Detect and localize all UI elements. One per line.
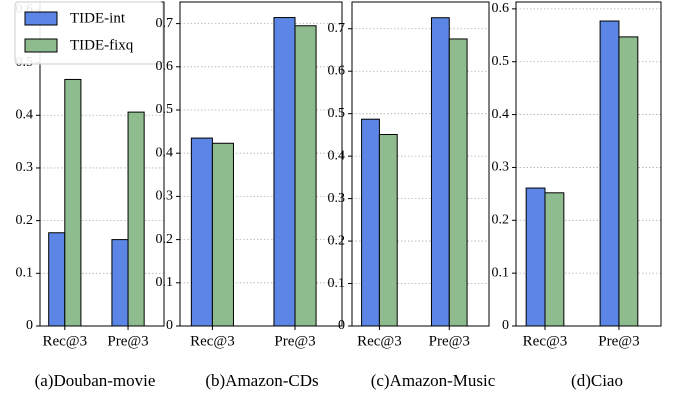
y-tick-label: 0.1 bbox=[492, 265, 510, 280]
bar bbox=[544, 192, 565, 327]
y-tick-label: 0.2 bbox=[16, 213, 34, 228]
x-tick-label: Pre@3 bbox=[429, 333, 470, 349]
panel-title: (b)Amazon-CDs bbox=[205, 371, 318, 390]
legend-swatch bbox=[24, 38, 58, 53]
bar bbox=[525, 187, 546, 327]
y-tick-label: 0.4 bbox=[492, 107, 510, 122]
y-tick-label: 0.7 bbox=[156, 16, 174, 31]
y-tick-label: 0 bbox=[166, 318, 173, 333]
bar bbox=[361, 118, 380, 327]
bar bbox=[599, 20, 620, 327]
y-tick-label: 0.3 bbox=[156, 189, 174, 204]
x-tick-label: Pre@3 bbox=[274, 333, 315, 349]
x-tick-label: Rec@3 bbox=[190, 333, 235, 349]
panel-title: (a)Douban-movie bbox=[35, 371, 156, 390]
y-tick-label: 0.2 bbox=[156, 232, 174, 247]
panel-title: (d)Ciao bbox=[571, 371, 623, 390]
y-tick-label: 0.3 bbox=[492, 160, 510, 175]
y-tick-label: 0.5 bbox=[328, 106, 346, 121]
bar bbox=[273, 17, 296, 327]
y-tick-label: 0.1 bbox=[16, 266, 34, 281]
y-tick-label: 0.3 bbox=[328, 191, 346, 206]
y-tick-label: 0.6 bbox=[328, 63, 346, 78]
x-tick-label: Rec@3 bbox=[42, 333, 87, 349]
bar bbox=[48, 232, 66, 327]
bar bbox=[430, 17, 450, 327]
x-tick-label: Pre@3 bbox=[107, 333, 148, 349]
legend-label: TIDE-int bbox=[70, 10, 126, 26]
y-tick-label: 0.4 bbox=[156, 145, 174, 160]
y-tick-label: 0.2 bbox=[328, 233, 346, 248]
y-tick-label: 0.2 bbox=[492, 213, 510, 228]
x-tick-label: Pre@3 bbox=[598, 333, 639, 349]
x-tick-label: Rec@3 bbox=[357, 333, 402, 349]
bar bbox=[111, 239, 129, 327]
legend-label: TIDE-fixq bbox=[70, 37, 134, 53]
x-tick-label: Rec@3 bbox=[523, 333, 568, 349]
y-tick-label: 0.5 bbox=[492, 54, 510, 69]
legend-swatch bbox=[24, 11, 58, 26]
plot-frame bbox=[515, 1, 662, 327]
y-tick-label: 0.7 bbox=[328, 21, 346, 36]
y-tick-label: 0.5 bbox=[156, 102, 174, 117]
y-tick-label: 0.6 bbox=[492, 1, 510, 16]
bar bbox=[64, 78, 82, 327]
y-tick-label: 0 bbox=[26, 318, 33, 333]
y-tick-label: 0.4 bbox=[328, 148, 346, 163]
bar bbox=[378, 133, 398, 327]
y-tick-label: 0.3 bbox=[16, 160, 34, 175]
y-tick-label: 0.4 bbox=[16, 107, 34, 122]
bar bbox=[448, 38, 468, 327]
y-tick-label: 0.6 bbox=[156, 59, 174, 74]
y-tick-label: 0 bbox=[502, 318, 509, 333]
panel-title: (c)Amazon-Music bbox=[371, 371, 496, 390]
bar bbox=[190, 137, 213, 327]
y-tick-label: 0.1 bbox=[156, 275, 174, 290]
bar bbox=[211, 142, 234, 327]
plot-frame bbox=[351, 1, 490, 327]
y-tick-label: 0 bbox=[338, 318, 345, 333]
bar bbox=[618, 36, 639, 327]
y-tick-label: 0.1 bbox=[328, 276, 346, 291]
plot-frame bbox=[179, 1, 343, 327]
bar bbox=[127, 111, 145, 327]
bar bbox=[294, 25, 317, 327]
